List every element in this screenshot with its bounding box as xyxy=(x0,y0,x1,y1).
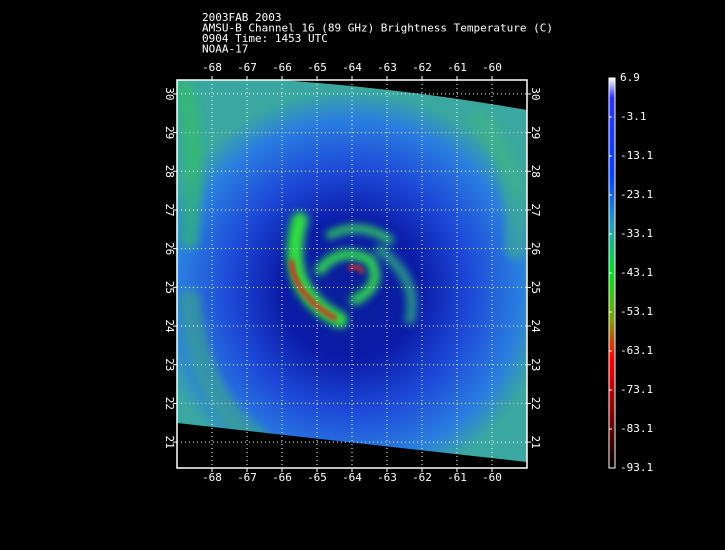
y-tick-label: 26 xyxy=(529,242,542,255)
colorbar-label: -53.1 xyxy=(620,305,653,318)
y-tick-label: 29 xyxy=(529,126,542,139)
x-tick-label: -66 xyxy=(272,61,292,74)
title-line: 0904 Time: 1453 UTC xyxy=(202,32,328,45)
y-tick-label: 22 xyxy=(529,397,542,410)
x-tick-label: -64 xyxy=(342,61,362,74)
y-tick-label: 21 xyxy=(163,435,176,448)
title-line: AMSU-B Channel 16 (89 GHz) Brightness Te… xyxy=(202,22,553,35)
colorbar-label: -33.1 xyxy=(620,227,653,240)
y-tick-label: 27 xyxy=(529,203,542,216)
y-tick-label: 29 xyxy=(163,126,176,139)
x-tick-label: -61 xyxy=(447,471,467,484)
x-tick-label: -68 xyxy=(202,471,222,484)
colorbar-label: -93.1 xyxy=(620,461,653,474)
colorbar-label: -43.1 xyxy=(620,266,653,279)
colorbar-ticks: 6.9 -3.1 -13.1 -23.1 -33.1 -43.1 -53.1 -63.1 -73… xyxy=(609,71,653,474)
colorbar-label: -63.1 xyxy=(620,344,653,357)
axis-labels: -68 -68 -67 -67 -66 -66 -65 -65 -64 -64 -63 -63 -62 -… xyxy=(163,61,542,484)
y-tick-label: 22 xyxy=(163,397,176,410)
x-tick-label: -65 xyxy=(307,471,327,484)
y-tick-label: 24 xyxy=(529,319,542,333)
x-tick-label: -67 xyxy=(237,61,257,74)
colorbar-label: -73.1 xyxy=(620,383,653,396)
y-tick-label: 25 xyxy=(163,281,176,294)
title-line: NOAA-17 xyxy=(202,43,248,56)
title-line: 2003FAB 2003 xyxy=(202,11,281,24)
map-frame xyxy=(176,79,528,469)
x-tick-label: -61 xyxy=(447,61,467,74)
x-tick-label: -63 xyxy=(377,61,397,74)
x-tick-label: -64 xyxy=(342,471,362,484)
y-tick-label: 24 xyxy=(163,319,176,333)
x-tick-label: -60 xyxy=(482,471,502,484)
y-tick-label: 28 xyxy=(163,165,176,178)
y-tick-label: 26 xyxy=(163,242,176,255)
x-tick-label: -62 xyxy=(412,61,432,74)
colorbar-label: 6.9 xyxy=(620,71,640,84)
satellite-image xyxy=(177,80,527,468)
colorbar-label: -13.1 xyxy=(620,149,653,162)
x-tick-label: -60 xyxy=(482,61,502,74)
y-tick-label: 27 xyxy=(163,203,176,216)
x-tick-label: -65 xyxy=(307,61,327,74)
x-tick-label: -66 xyxy=(272,471,292,484)
colorbar-label: -83.1 xyxy=(620,422,653,435)
y-tick-label: 30 xyxy=(529,87,542,100)
y-tick-label: 21 xyxy=(529,435,542,448)
x-tick-label: -63 xyxy=(377,471,397,484)
y-tick-label: 28 xyxy=(529,165,542,178)
y-tick-label: 23 xyxy=(529,358,542,371)
y-tick-label: 30 xyxy=(163,87,176,100)
y-tick-label: 23 xyxy=(163,358,176,371)
colorbar-label: -23.1 xyxy=(620,188,653,201)
x-tick-label: -68 xyxy=(202,61,222,74)
y-tick-label: 25 xyxy=(529,281,542,294)
x-tick-label: -62 xyxy=(412,471,432,484)
x-tick-label: -67 xyxy=(237,471,257,484)
colorbar-label: -3.1 xyxy=(620,110,647,123)
